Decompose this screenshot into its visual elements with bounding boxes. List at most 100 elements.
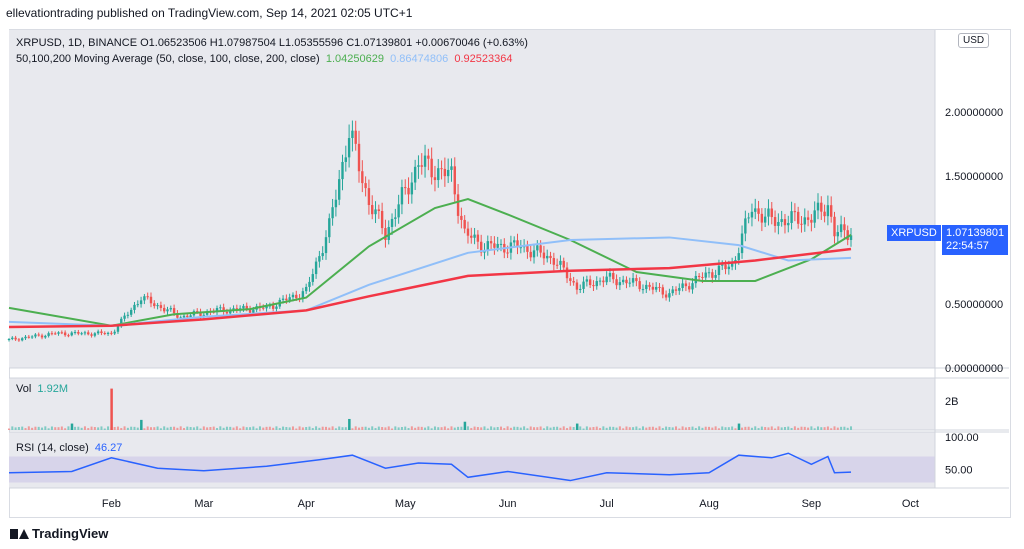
- volume-bar: [338, 426, 341, 430]
- volume-bar: [800, 426, 803, 430]
- candle-body: [839, 224, 843, 233]
- volume-bar: [384, 427, 387, 430]
- volume-bar: [156, 426, 159, 430]
- candle-body: [813, 210, 816, 223]
- volume-bar: [592, 427, 595, 430]
- volume-bar: [288, 427, 291, 430]
- candle-body: [334, 199, 338, 208]
- volume-bar: [608, 426, 611, 430]
- candle-body: [598, 280, 602, 282]
- candle-body: [427, 155, 430, 159]
- candle-body: [717, 265, 721, 276]
- ma200-value: 0.92523364: [454, 53, 513, 65]
- candle-body: [318, 256, 321, 262]
- volume-bar: [622, 428, 625, 430]
- volume-bar: [321, 426, 324, 430]
- candle-body: [73, 332, 77, 334]
- volume-bar: [146, 426, 149, 430]
- volume-bar: [318, 427, 321, 430]
- volume-bar: [252, 426, 255, 430]
- volume-bar: [258, 426, 261, 430]
- candle-body: [486, 241, 489, 251]
- last-price: 1.07139801: [946, 227, 1005, 239]
- candle-body: [384, 228, 387, 240]
- rsi-tick-label: 50.00: [945, 465, 973, 477]
- candle-body: [394, 217, 397, 219]
- price-tick-label: 0.50000000: [945, 299, 1003, 311]
- volume-bar: [328, 427, 331, 430]
- volume-bar: [219, 426, 222, 430]
- candle-body: [664, 294, 668, 298]
- volume-bar: [60, 426, 63, 430]
- candle-body: [225, 311, 229, 314]
- volume-bar: [803, 426, 806, 430]
- candle-body: [338, 179, 341, 200]
- volume-bar: [562, 426, 565, 430]
- candle-body: [116, 326, 120, 332]
- volume-bar: [714, 426, 717, 430]
- currency-button[interactable]: USD: [958, 33, 990, 48]
- volume-bar: [684, 427, 687, 430]
- candle-body: [153, 303, 156, 307]
- volume-bar: [97, 427, 100, 430]
- volume-bar: [731, 426, 734, 430]
- rsi-line: [8, 452, 852, 482]
- vol-value: 1.92M: [37, 383, 68, 395]
- candle-body: [324, 237, 328, 254]
- ma-label: 50,100,200 Moving Average (50, close, 10…: [16, 53, 320, 65]
- volume-bar: [334, 428, 337, 430]
- candle-body: [60, 332, 64, 334]
- volume-bar: [400, 427, 403, 430]
- volume-bars: [8, 388, 853, 430]
- rsi-legend: RSI (14, close) 46.27: [16, 442, 122, 454]
- candle-body: [440, 168, 443, 170]
- volume-bar: [595, 426, 598, 430]
- volume-bar: [846, 427, 849, 430]
- candle-body: [80, 333, 83, 335]
- candle-body: [295, 294, 298, 299]
- volume-bar: [34, 426, 37, 430]
- candle-body: [380, 210, 384, 229]
- volume-bar: [668, 427, 671, 430]
- volume-bar: [556, 426, 559, 430]
- candle-body: [552, 258, 556, 265]
- volume-bar: [103, 428, 106, 430]
- volume-bar: [747, 426, 750, 430]
- volume-bar: [625, 426, 628, 430]
- volume-bar: [688, 426, 691, 430]
- candle-body: [96, 331, 100, 334]
- volume-bar: [516, 426, 519, 430]
- candle-body: [569, 278, 572, 281]
- candle-body: [37, 334, 40, 336]
- candle-body: [843, 224, 846, 231]
- volume-bar: [291, 426, 294, 430]
- candle-body: [182, 315, 186, 318]
- candle-body: [404, 187, 407, 189]
- volume-bar: [315, 426, 318, 430]
- time-tick-label: Aug: [699, 498, 719, 510]
- grid-lines: [9, 30, 1009, 489]
- volume-bar: [87, 428, 90, 430]
- volume-bar: [186, 426, 189, 430]
- candle-body: [833, 216, 836, 237]
- candle-body: [11, 337, 14, 339]
- volume-bar: [490, 426, 493, 430]
- candle-body: [539, 245, 542, 253]
- volume-bar: [612, 426, 615, 430]
- rsi-value: 46.27: [94, 442, 123, 454]
- volume-bar: [797, 427, 800, 430]
- candle-body: [156, 305, 159, 307]
- volume-bar: [780, 427, 783, 430]
- volume-bar: [364, 426, 367, 430]
- volume-bar: [324, 426, 327, 430]
- candle-body: [460, 215, 463, 220]
- volume-bar: [206, 427, 209, 430]
- candle-body: [602, 280, 605, 283]
- candle-body: [44, 335, 47, 338]
- volume-bar: [483, 426, 486, 430]
- volume-bar: [678, 428, 681, 430]
- candle-body: [390, 218, 394, 228]
- candle-body: [684, 283, 688, 287]
- volume-bar: [704, 426, 707, 430]
